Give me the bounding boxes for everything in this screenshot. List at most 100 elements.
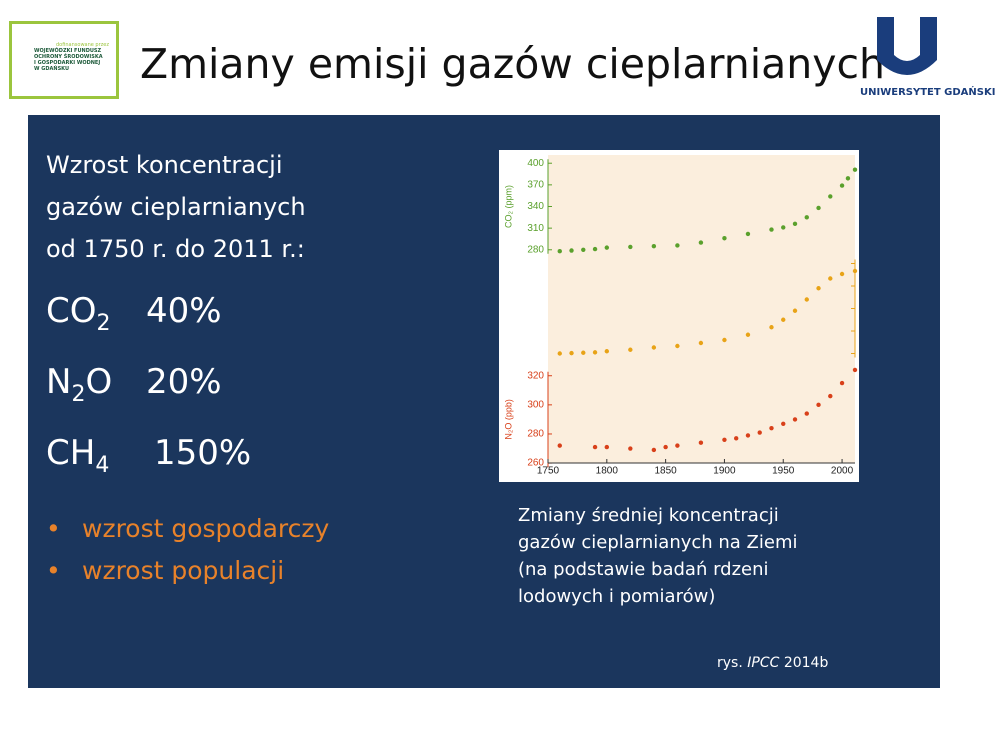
source-text: IPCC xyxy=(747,655,780,671)
data-point xyxy=(745,231,751,237)
y-tick-label: 320 xyxy=(527,370,544,381)
data-point xyxy=(852,268,858,274)
y-tick-label: 280 xyxy=(527,244,544,255)
data-point xyxy=(698,240,704,245)
y-tick-label: 340 xyxy=(527,201,544,212)
data-point xyxy=(569,350,574,356)
funder-line: dofinansowane przez xyxy=(56,42,109,48)
y-tick-label: 280 xyxy=(527,429,544,440)
x-tick-label: 1850 xyxy=(654,466,677,477)
bullet-dot: • xyxy=(46,514,61,543)
data-point xyxy=(557,351,562,356)
formula-sub: 2 xyxy=(96,310,111,336)
data-point xyxy=(781,317,786,322)
bullet: • wzrost gospodarczy xyxy=(46,508,329,550)
intro-line: gazów cieplarnianych xyxy=(46,193,306,221)
data-point xyxy=(628,446,633,451)
data-point xyxy=(769,325,774,330)
intro: Wzrost koncentracji gazów cieplarnianych… xyxy=(46,144,306,270)
x-tick-label: 1900 xyxy=(713,466,736,477)
data-point xyxy=(839,183,845,188)
data-point xyxy=(781,421,786,426)
intro-line: od 1750 r. do 2011 r.: xyxy=(46,235,305,263)
data-point xyxy=(675,443,680,448)
caption-line: lodowych i pomiarów) xyxy=(518,586,716,607)
gas-row: N2O 20% xyxy=(46,353,251,424)
university-name: UNIWERSYTET GDAŃSKI xyxy=(860,87,996,98)
y-tick-label: 400 xyxy=(527,158,544,169)
data-point xyxy=(698,340,704,346)
data-point xyxy=(828,393,833,399)
y-tick-label: 370 xyxy=(527,179,544,190)
source-text: rys. xyxy=(717,655,748,671)
data-point xyxy=(845,176,851,181)
data-point xyxy=(828,194,833,199)
data-point xyxy=(769,425,774,431)
formula: CH4 xyxy=(46,424,146,495)
data-point xyxy=(816,286,821,291)
funder-line: OCHRONY ŚRODOWISKA xyxy=(34,54,103,60)
gas-list: CO2 40% N2O 20% CH4 150% xyxy=(46,282,251,494)
caption-line: gazów cieplarnianych na Ziemi xyxy=(518,532,798,553)
data-point xyxy=(745,332,751,337)
data-point xyxy=(592,246,598,252)
y-tick-label: 260 xyxy=(527,458,544,469)
bullet-text: wzrost gospodarczy xyxy=(82,514,330,543)
y-tick-label: 300 xyxy=(527,399,544,410)
data-point xyxy=(628,347,633,352)
data-point xyxy=(745,433,751,438)
bullet-dot: • xyxy=(46,556,61,585)
data-point xyxy=(675,243,680,248)
caption-line: (na podstawie badań rdzeni xyxy=(518,559,769,580)
data-point xyxy=(852,167,858,172)
data-point xyxy=(792,221,798,227)
funder-logo: dofinansowane przez WOJEWÓDZKI FUNDUSZ O… xyxy=(9,21,119,99)
data-point xyxy=(722,337,727,343)
data-point xyxy=(804,411,809,416)
formula-base: CO xyxy=(46,291,97,331)
formula-base: CH xyxy=(46,432,96,473)
bullet-list: • wzrost gospodarczy • wzrost populacji xyxy=(46,508,329,592)
data-point xyxy=(675,343,680,349)
title: Zmiany emisji gazów cieplarnianych xyxy=(140,40,885,88)
plot-area xyxy=(548,155,855,463)
data-point xyxy=(592,350,598,355)
gas-row: CO2 40% xyxy=(46,282,251,353)
data-point xyxy=(828,276,833,281)
x-tick-label: 1800 xyxy=(596,466,619,477)
data-point xyxy=(557,443,562,448)
data-point xyxy=(792,417,798,422)
data-point xyxy=(839,380,845,386)
x-tick-label: 1750 xyxy=(537,466,560,477)
y-axis-label: N₂O (ppb) xyxy=(503,399,513,440)
formula: N2O xyxy=(46,353,146,424)
funder-line: W GDAŃSKU xyxy=(34,66,70,72)
data-point xyxy=(569,248,574,253)
data-point xyxy=(733,436,739,441)
data-point xyxy=(804,215,809,220)
x-tick-label: 1950 xyxy=(772,466,795,477)
formula-rest: O xyxy=(85,361,113,402)
data-point xyxy=(722,236,727,241)
data-point xyxy=(816,205,821,211)
data-point xyxy=(604,245,610,250)
data-point xyxy=(839,271,845,277)
formula: CO2 xyxy=(46,282,146,353)
data-point xyxy=(757,430,762,435)
data-point xyxy=(769,227,774,232)
gas-row: CH4 150% xyxy=(46,424,251,495)
data-point xyxy=(651,345,657,350)
data-point xyxy=(852,367,858,373)
data-point xyxy=(792,308,798,313)
data-point xyxy=(722,437,727,442)
data-point xyxy=(816,402,821,408)
caption-line: Zmiany średniej koncentracji xyxy=(518,505,779,526)
data-point xyxy=(651,447,657,453)
data-point xyxy=(804,297,809,302)
bullet: • wzrost populacji xyxy=(46,550,329,592)
data-point xyxy=(604,444,610,450)
formula-base: N xyxy=(46,361,72,402)
data-point xyxy=(781,225,786,230)
